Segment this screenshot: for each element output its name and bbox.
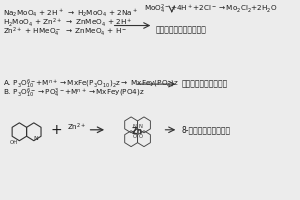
Text: OH: OH (10, 140, 18, 145)
Text: A. P$_3$O$_{10}^{6-}$+M$^{n+}$$\rightarrow$MxFe(P$_3$O$_{10}$)$_2$z$\rightarrow$: A. P$_3$O$_{10}^{6-}$+M$^{n+}$$\rightarr… (4, 78, 179, 91)
Text: Zn: Zn (132, 127, 143, 136)
Text: O: O (133, 134, 137, 139)
Text: B. P$_3$O$_{10}^{6-}$$\rightarrow$PO$_4^{3-}$+M$^{n+}$$\rightarrow$MxFey(PO4)z: B. P$_3$O$_{10}^{6-}$$\rightarrow$PO$_4^… (4, 87, 145, 100)
Text: 8-羟基喹阿防锈机理图: 8-羟基喹阿防锈机理图 (182, 125, 231, 134)
Text: H$_2$MoO$_4$ + Zn$^{2+}$ $\rightarrow$ ZnMeO$_4$ + 2H$^+$: H$_2$MoO$_4$ + Zn$^{2+}$ $\rightarrow$ Z… (4, 17, 133, 29)
Text: Na$_2$MoO$_4$ + 2H$^+$ $\rightarrow$ H$_2$MoO$_4$ + 2Na$^+$: Na$_2$MoO$_4$ + 2H$^+$ $\rightarrow$ H$_… (4, 8, 138, 19)
Text: N: N (138, 124, 142, 129)
Text: N: N (34, 136, 38, 141)
Text: O: O (138, 134, 142, 139)
Text: Zn$^{2+}$: Zn$^{2+}$ (67, 122, 87, 133)
Text: +: + (50, 123, 62, 137)
Text: 鈒酸钓防锈和防腐机理图: 鈒酸钓防锈和防腐机理图 (156, 26, 207, 35)
Text: Zn$^{2+}$ + HMeO$_4^-$ $\rightarrow$ ZnMeO$_4$ + H$^-$: Zn$^{2+}$ + HMeO$_4^-$ $\rightarrow$ ZnM… (4, 26, 127, 39)
Text: 三聚磷酸钓防锈机理图: 三聚磷酸钓防锈机理图 (182, 80, 228, 89)
Text: MoO$_4^{2-}$+4H$^+$+2Cl$^-$$\rightarrow$Mo$_2$Cl$_2$+2H$_2$O: MoO$_4^{2-}$+4H$^+$+2Cl$^-$$\rightarrow$… (144, 3, 278, 16)
Text: N: N (133, 124, 137, 129)
